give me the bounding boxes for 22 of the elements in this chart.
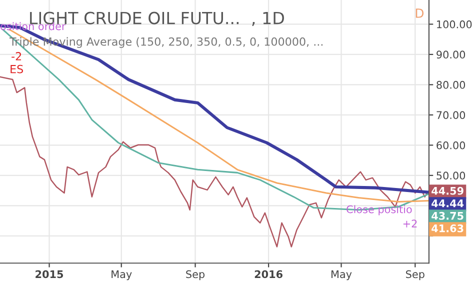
y-tick-label: 100.00 [437,20,472,28]
y-tick-label: 80.00 [436,80,466,89]
data-label: 43.75 [432,212,464,220]
x-tick-label: 2015 [36,270,64,278]
x-tick-label: Sep [406,270,424,280]
y-tick-label: 70.00 [436,111,466,120]
annotation: -2 [12,52,22,60]
data-label: 44.44 [432,200,464,208]
y-tick-label: 60.00 [436,141,466,150]
line-series [0,76,428,248]
x-tick-label: May [112,270,132,280]
y-tick-label: 90.00 [436,50,466,59]
data-label: 44.59 [432,186,464,195]
annotation: osition order [0,22,66,30]
x-tick-label: Sep [186,270,205,280]
x-tick-label: 2016 [254,270,282,278]
annotation: D [416,8,424,18]
y-tick-label: 50.00 [436,172,466,180]
annotation: +2 [403,220,417,228]
data-label: 41.63 [432,224,464,232]
x-tick-label: May [332,270,352,280]
annotation: ES [10,64,24,74]
